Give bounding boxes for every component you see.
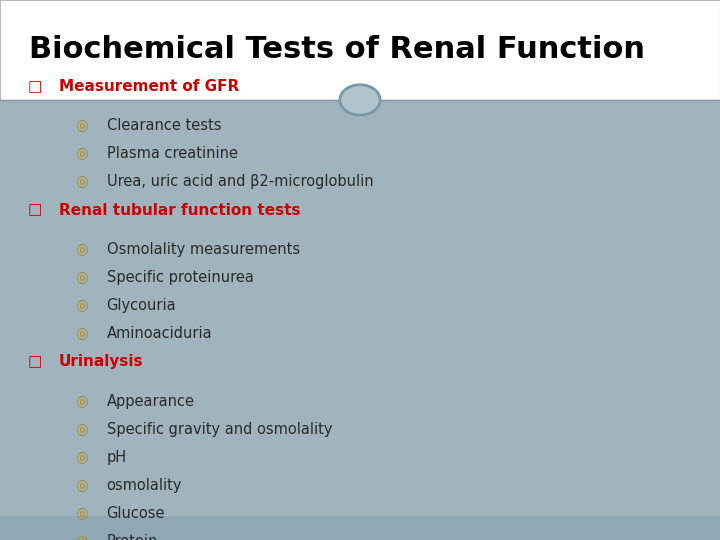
Text: ◎: ◎ xyxy=(76,174,89,190)
Text: ◎: ◎ xyxy=(76,270,89,285)
Text: ◎: ◎ xyxy=(76,394,89,409)
Text: Measurement of GFR: Measurement of GFR xyxy=(59,79,239,94)
Text: Renal tubular function tests: Renal tubular function tests xyxy=(59,202,300,218)
Circle shape xyxy=(340,85,380,115)
Text: Urinalysis: Urinalysis xyxy=(59,354,143,369)
Text: Osmolality measurements: Osmolality measurements xyxy=(107,242,300,257)
Text: Glycouria: Glycouria xyxy=(107,298,176,313)
Text: osmolality: osmolality xyxy=(107,478,182,493)
Text: ◎: ◎ xyxy=(76,534,89,540)
FancyBboxPatch shape xyxy=(0,516,720,540)
Text: Plasma creatinine: Plasma creatinine xyxy=(107,146,238,161)
Text: Aminoaciduria: Aminoaciduria xyxy=(107,326,212,341)
FancyBboxPatch shape xyxy=(0,0,720,100)
Text: Biochemical Tests of Renal Function: Biochemical Tests of Renal Function xyxy=(29,36,645,64)
Text: Appearance: Appearance xyxy=(107,394,194,409)
Text: ◎: ◎ xyxy=(76,450,89,465)
Text: Specific proteinurea: Specific proteinurea xyxy=(107,270,253,285)
Text: ◎: ◎ xyxy=(76,298,89,313)
Text: pH: pH xyxy=(107,450,127,465)
Text: ◎: ◎ xyxy=(76,478,89,493)
Text: Glucose: Glucose xyxy=(107,506,165,521)
Text: ◎: ◎ xyxy=(76,118,89,133)
Text: □: □ xyxy=(27,202,42,218)
Text: ◎: ◎ xyxy=(76,326,89,341)
Text: Protein: Protein xyxy=(107,534,158,540)
Text: ◎: ◎ xyxy=(76,422,89,437)
Text: ◎: ◎ xyxy=(76,506,89,521)
Text: ◎: ◎ xyxy=(76,146,89,161)
Text: Urea, uric acid and β2-microglobulin: Urea, uric acid and β2-microglobulin xyxy=(107,174,373,190)
Text: Specific gravity and osmolality: Specific gravity and osmolality xyxy=(107,422,332,437)
Text: Clearance tests: Clearance tests xyxy=(107,118,221,133)
Text: ◎: ◎ xyxy=(76,242,89,257)
Text: □: □ xyxy=(27,79,42,94)
Text: □: □ xyxy=(27,354,42,369)
